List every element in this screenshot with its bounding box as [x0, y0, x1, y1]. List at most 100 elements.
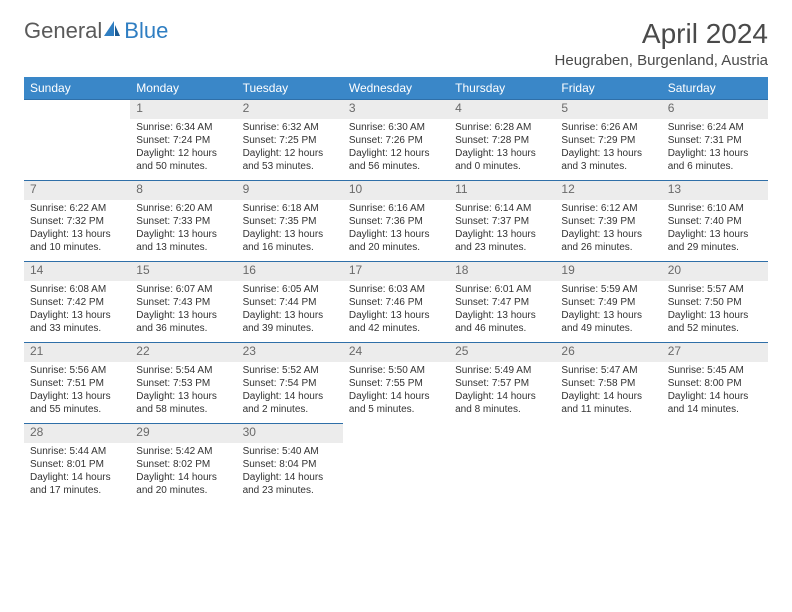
day-number-cell: 25 [449, 343, 555, 362]
day-number: 12 [561, 182, 655, 198]
day-number: 7 [30, 182, 124, 198]
daynum-row: 282930 [24, 424, 768, 443]
daynum-row: 78910111213 [24, 181, 768, 200]
day-number-cell [343, 424, 449, 443]
sunrise-text: Sunrise: 6:05 AM [243, 283, 337, 296]
day-info-cell: Sunrise: 6:14 AMSunset: 7:37 PMDaylight:… [449, 200, 555, 262]
sunset-text: Sunset: 7:50 PM [668, 296, 762, 309]
sunset-text: Sunset: 7:29 PM [561, 134, 655, 147]
day-number-cell: 27 [662, 343, 768, 362]
day-info-cell: Sunrise: 6:12 AMSunset: 7:39 PMDaylight:… [555, 200, 661, 262]
sunrise-text: Sunrise: 6:14 AM [455, 202, 549, 215]
sunset-text: Sunset: 7:39 PM [561, 215, 655, 228]
day-number-cell: 9 [237, 181, 343, 200]
day-number: 4 [455, 101, 549, 117]
day-number: 22 [136, 344, 230, 360]
day-info-cell: Sunrise: 6:20 AMSunset: 7:33 PMDaylight:… [130, 200, 236, 262]
logo-sail-icon [102, 19, 122, 44]
sunrise-text: Sunrise: 5:40 AM [243, 445, 337, 458]
day-number-cell: 7 [24, 181, 130, 200]
day-number-cell: 4 [449, 100, 555, 119]
day-number: 18 [455, 263, 549, 279]
daynum-row: 21222324252627 [24, 343, 768, 362]
day-number-cell: 29 [130, 424, 236, 443]
sunrise-text: Sunrise: 6:20 AM [136, 202, 230, 215]
day-number-cell: 24 [343, 343, 449, 362]
day-number: 26 [561, 344, 655, 360]
sunrise-text: Sunrise: 5:52 AM [243, 364, 337, 377]
month-title: April 2024 [555, 18, 768, 50]
day-number-cell: 6 [662, 100, 768, 119]
sunset-text: Sunset: 7:47 PM [455, 296, 549, 309]
day-info-cell: Sunrise: 6:34 AMSunset: 7:24 PMDaylight:… [130, 119, 236, 181]
weekday-header: Saturday [662, 77, 768, 100]
day-number: 29 [136, 425, 230, 441]
sunrise-text: Sunrise: 5:45 AM [668, 364, 762, 377]
sunrise-text: Sunrise: 6:12 AM [561, 202, 655, 215]
day-info-cell: Sunrise: 6:03 AMSunset: 7:46 PMDaylight:… [343, 281, 449, 343]
day-info-cell [24, 119, 130, 181]
day-number-cell [555, 424, 661, 443]
sunrise-text: Sunrise: 5:44 AM [30, 445, 124, 458]
day-number: 20 [668, 263, 762, 279]
sunset-text: Sunset: 7:54 PM [243, 377, 337, 390]
sunset-text: Sunset: 7:51 PM [30, 377, 124, 390]
sunrise-text: Sunrise: 6:18 AM [243, 202, 337, 215]
day-number: 14 [30, 263, 124, 279]
day-number-cell: 28 [24, 424, 130, 443]
sunrise-text: Sunrise: 5:54 AM [136, 364, 230, 377]
daylight-text: Daylight: 12 hours and 53 minutes. [243, 147, 337, 173]
sunset-text: Sunset: 7:46 PM [349, 296, 443, 309]
weekday-header: Tuesday [237, 77, 343, 100]
daylight-text: Daylight: 13 hours and 46 minutes. [455, 309, 549, 335]
sunset-text: Sunset: 7:32 PM [30, 215, 124, 228]
daylight-text: Daylight: 13 hours and 23 minutes. [455, 228, 549, 254]
sunrise-text: Sunrise: 5:57 AM [668, 283, 762, 296]
daylight-text: Daylight: 13 hours and 13 minutes. [136, 228, 230, 254]
day-number: 15 [136, 263, 230, 279]
day-number-cell: 10 [343, 181, 449, 200]
sunrise-text: Sunrise: 6:08 AM [30, 283, 124, 296]
day-number-cell: 21 [24, 343, 130, 362]
sunrise-text: Sunrise: 5:47 AM [561, 364, 655, 377]
day-number-cell: 15 [130, 262, 236, 281]
daylight-text: Daylight: 13 hours and 16 minutes. [243, 228, 337, 254]
day-info-cell: Sunrise: 5:50 AMSunset: 7:55 PMDaylight:… [343, 362, 449, 424]
day-number-cell [662, 424, 768, 443]
day-number: 3 [349, 101, 443, 117]
daylight-text: Daylight: 13 hours and 49 minutes. [561, 309, 655, 335]
sunrise-text: Sunrise: 5:59 AM [561, 283, 655, 296]
day-info-cell: Sunrise: 6:30 AMSunset: 7:26 PMDaylight:… [343, 119, 449, 181]
day-number: 27 [668, 344, 762, 360]
sunrise-text: Sunrise: 6:24 AM [668, 121, 762, 134]
daynum-row: 14151617181920 [24, 262, 768, 281]
day-info-cell: Sunrise: 6:32 AMSunset: 7:25 PMDaylight:… [237, 119, 343, 181]
sunset-text: Sunset: 7:35 PM [243, 215, 337, 228]
weekday-header: Monday [130, 77, 236, 100]
day-number-cell [24, 100, 130, 119]
day-info-cell: Sunrise: 5:47 AMSunset: 7:58 PMDaylight:… [555, 362, 661, 424]
logo-text-part1: General [24, 18, 102, 44]
weekday-header: Wednesday [343, 77, 449, 100]
day-info-cell: Sunrise: 6:22 AMSunset: 7:32 PMDaylight:… [24, 200, 130, 262]
info-row: Sunrise: 5:56 AMSunset: 7:51 PMDaylight:… [24, 362, 768, 424]
sunset-text: Sunset: 7:43 PM [136, 296, 230, 309]
day-number-cell: 16 [237, 262, 343, 281]
daylight-text: Daylight: 14 hours and 8 minutes. [455, 390, 549, 416]
sunset-text: Sunset: 7:33 PM [136, 215, 230, 228]
sunrise-text: Sunrise: 6:16 AM [349, 202, 443, 215]
day-number: 9 [243, 182, 337, 198]
day-info-cell: Sunrise: 6:26 AMSunset: 7:29 PMDaylight:… [555, 119, 661, 181]
sunset-text: Sunset: 7:24 PM [136, 134, 230, 147]
day-info-cell: Sunrise: 6:08 AMSunset: 7:42 PMDaylight:… [24, 281, 130, 343]
logo: General Blue [24, 18, 168, 44]
day-info-cell: Sunrise: 6:01 AMSunset: 7:47 PMDaylight:… [449, 281, 555, 343]
daylight-text: Daylight: 13 hours and 3 minutes. [561, 147, 655, 173]
daylight-text: Daylight: 14 hours and 20 minutes. [136, 471, 230, 497]
sunrise-text: Sunrise: 5:50 AM [349, 364, 443, 377]
title-block: April 2024 Heugraben, Burgenland, Austri… [555, 18, 768, 69]
sunset-text: Sunset: 7:44 PM [243, 296, 337, 309]
day-number-cell: 1 [130, 100, 236, 119]
sunset-text: Sunset: 7:58 PM [561, 377, 655, 390]
weekday-header: Sunday [24, 77, 130, 100]
